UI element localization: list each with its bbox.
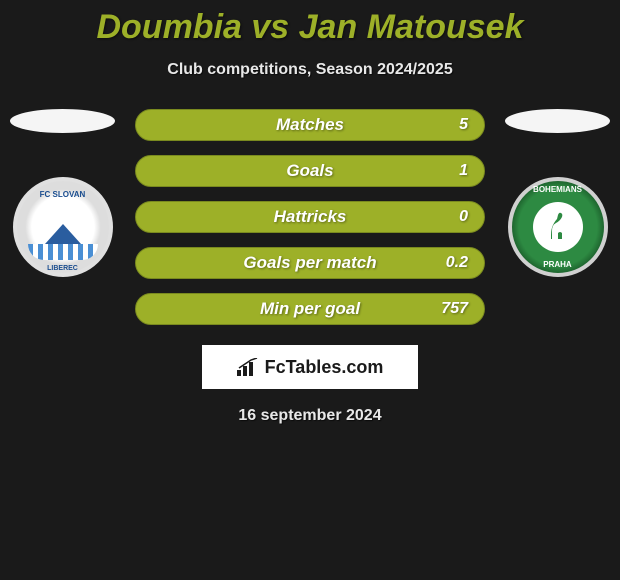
brand-box[interactable]: FcTables.com: [202, 345, 418, 389]
stat-bar-matches: Matches 5: [135, 109, 485, 141]
subtitle: Club competitions, Season 2024/2025: [0, 61, 620, 79]
stat-label: Min per goal: [260, 299, 360, 319]
stat-value: 5: [459, 116, 468, 134]
club-name-bottom: PRAHA: [543, 260, 571, 269]
stat-label: Hattricks: [274, 207, 347, 227]
stat-bar-mpg: Min per goal 757: [135, 293, 485, 325]
stat-bar-hattricks: Hattricks 0: [135, 201, 485, 233]
chart-icon: [237, 358, 259, 376]
club-logo-left: FC SLOVAN LIBEREC: [13, 177, 113, 277]
club-name-top: FC SLOVAN: [28, 190, 98, 199]
left-column: FC SLOVAN LIBEREC: [10, 109, 115, 277]
comparison-card: Doumbia vs Jan Matousek Club competition…: [0, 0, 620, 425]
brand-text: FcTables.com: [265, 357, 384, 378]
stripes-icon: [28, 244, 98, 260]
kangaroo-icon: [544, 211, 572, 243]
date: 16 september 2024: [0, 407, 620, 425]
content-row: FC SLOVAN LIBEREC Matches 5 Goals 1 Hatt…: [0, 109, 620, 325]
club-name-top: BOHEMIANS: [533, 185, 582, 194]
stat-bar-goals: Goals 1: [135, 155, 485, 187]
stat-value: 757: [441, 300, 468, 318]
right-column: BOHEMIANS PRAHA: [505, 109, 610, 277]
stat-label: Goals: [286, 161, 333, 181]
stats-column: Matches 5 Goals 1 Hattricks 0 Goals per …: [135, 109, 485, 325]
stat-label: Matches: [276, 115, 344, 135]
mountain-icon: [45, 224, 81, 244]
stat-value: 1: [459, 162, 468, 180]
stat-value: 0.2: [446, 254, 468, 272]
club-logo-right: BOHEMIANS PRAHA: [508, 177, 608, 277]
stat-label: Goals per match: [243, 253, 376, 273]
club-logo-right-inner: [533, 202, 583, 252]
player-ellipse-left: [10, 109, 115, 133]
stat-bar-gpm: Goals per match 0.2: [135, 247, 485, 279]
page-title: Doumbia vs Jan Matousek: [0, 0, 620, 47]
stat-value: 0: [459, 208, 468, 226]
club-logo-left-inner: FC SLOVAN LIBEREC: [28, 192, 98, 262]
player-ellipse-right: [505, 109, 610, 133]
club-name-bottom: LIBEREC: [28, 265, 98, 272]
